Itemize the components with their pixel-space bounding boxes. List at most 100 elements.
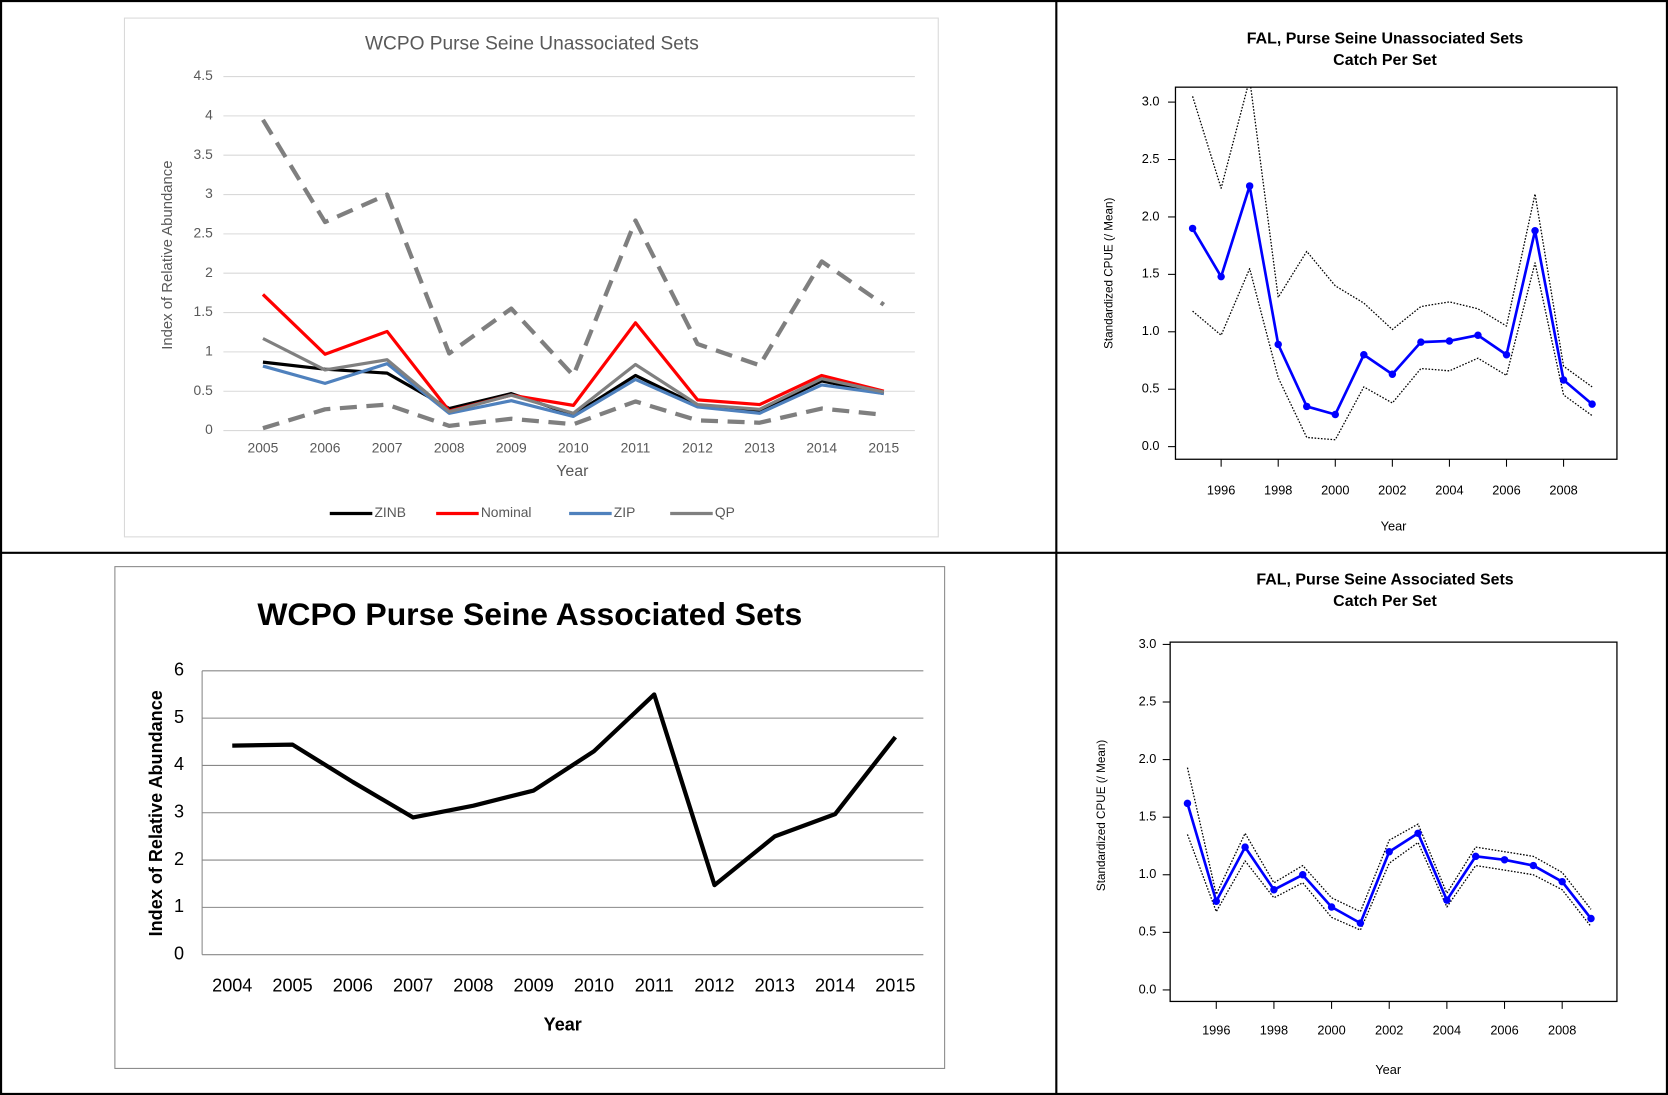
point: [1385, 848, 1393, 856]
point: [1241, 843, 1249, 851]
chart-subtitle: Catch Per Set: [1333, 52, 1437, 69]
x-tick-label: 2002: [1378, 483, 1406, 498]
plot-frame: [1174, 86, 1618, 460]
x-tick-label: 2014: [806, 439, 837, 455]
y-tick-label: 4: [174, 754, 184, 774]
point: [1212, 897, 1220, 905]
y-tick-label: 2: [174, 849, 184, 869]
series-line: [262, 399, 885, 431]
y-axis-label: Index of Relative Abundance: [160, 160, 176, 349]
chart-frame: [114, 566, 946, 1069]
y-tick-label: 3.5: [194, 146, 214, 162]
y-tick-label: 1: [174, 896, 184, 916]
point: [1388, 370, 1397, 379]
point: [1443, 896, 1451, 904]
x-tick-label: 2004: [1435, 483, 1463, 498]
series-line: [262, 362, 885, 418]
point: [1245, 182, 1254, 190]
series-line: [1192, 262, 1593, 441]
plot-area: [1188, 87, 1596, 441]
x-tick-label: 2009: [514, 975, 554, 995]
x-axis-label: Year: [556, 463, 589, 480]
plot-frame: [1169, 641, 1618, 1003]
y-tick-label: 2.5: [194, 225, 214, 241]
x-tick-label: 2004: [1433, 1023, 1461, 1038]
x-tick-label: 2008: [1549, 483, 1577, 498]
point: [1417, 338, 1425, 346]
x-tick-label: 2006: [1492, 483, 1520, 498]
x-tick-label: 2006: [1490, 1023, 1518, 1038]
y-tick-label: 0.0: [1142, 438, 1160, 453]
series-line: [261, 118, 886, 378]
y-tick-label: 2.0: [1139, 751, 1157, 766]
x-tick-label: 2008: [1548, 1023, 1576, 1038]
x-tick-label: 2006: [333, 975, 373, 995]
chart: 1996 1998 2000 2002 2004 2006 2008 FAL, Purse S…: [1095, 572, 1618, 1077]
series-line: [1191, 87, 1593, 388]
x-tick-label: 2013: [744, 439, 775, 455]
plot-area: [1183, 767, 1595, 931]
y-tick-label: 0.0: [1139, 981, 1157, 996]
point: [1217, 272, 1225, 281]
series-line: [261, 293, 885, 413]
x-tick-label: 2011: [635, 975, 674, 995]
y-axis-label: Index of Relative Abundance: [146, 690, 166, 936]
y-tick-label: 2.0: [1142, 208, 1160, 223]
point: [1274, 340, 1282, 349]
x-tick-label: 2014: [815, 975, 855, 995]
point: [1529, 861, 1538, 870]
x-tick-label: 2010: [558, 439, 589, 455]
y-tick-label: 4.5: [194, 67, 214, 83]
point: [1445, 337, 1454, 345]
y-tick-label: 0.5: [1139, 924, 1157, 939]
y-tick-label: 0.5: [194, 382, 214, 398]
y-axis-label: Standardized CPUE (/ Mean): [1103, 197, 1116, 348]
point: [1270, 886, 1278, 894]
series-line: [1186, 767, 1592, 913]
legend-label: ZIP: [614, 504, 636, 520]
y-tick-label: 0: [205, 421, 213, 437]
point: [1360, 351, 1368, 359]
series-line: [262, 337, 885, 415]
chart-subtitle: Catch Per Set: [1333, 593, 1437, 610]
point: [1356, 919, 1365, 927]
x-tick-label: 1998: [1264, 483, 1292, 498]
y-tick-label: 1.0: [1139, 866, 1157, 881]
point: [1414, 829, 1422, 838]
x-axis-label: Year: [1381, 519, 1408, 534]
x-tick-label: 2004: [212, 975, 252, 995]
chart-title: WCPO Purse Seine Unassociated Sets: [365, 34, 699, 55]
x-tick-label: 2002: [1375, 1023, 1403, 1038]
x-tick-label: 2015: [875, 975, 915, 995]
point: [1303, 402, 1311, 411]
point: [1299, 871, 1307, 879]
x-tick-label: 1996: [1207, 483, 1235, 498]
y-tick-label: 6: [174, 660, 184, 680]
point: [1587, 914, 1595, 923]
y-tick-label: 3: [174, 802, 184, 822]
legend-label: Nominal: [481, 504, 532, 520]
y-tick-label: 3.0: [1142, 93, 1160, 108]
x-tick-label: 2013: [755, 975, 795, 995]
chart-title: FAL, Purse Seine Associated Sets: [1256, 572, 1513, 589]
point: [1183, 799, 1192, 808]
x-axis-label: Year: [544, 1015, 582, 1035]
chart-title: FAL, Purse Seine Unassociated Sets: [1247, 31, 1524, 48]
chart-title: WCPO Purse Seine Associated Sets: [257, 596, 802, 632]
legend-label: QP: [715, 504, 735, 520]
y-tick-label: 1.0: [1142, 323, 1160, 338]
y-tick-label: 2.5: [1142, 151, 1160, 166]
x-tick-label: 2007: [393, 975, 433, 995]
x-tick-label: 2010: [574, 975, 614, 995]
x-axis-label: Year: [1375, 1062, 1402, 1077]
x-tick-label: 1996: [1202, 1023, 1230, 1038]
point: [1471, 852, 1480, 861]
y-tick-label: 0: [174, 943, 184, 963]
x-tick-label: 2011: [621, 439, 651, 455]
series-line: [1186, 834, 1592, 931]
y-tick-label: 1.5: [194, 303, 214, 319]
y-tick-label: 4: [205, 107, 213, 123]
x-tick-label: 2005: [272, 975, 312, 995]
